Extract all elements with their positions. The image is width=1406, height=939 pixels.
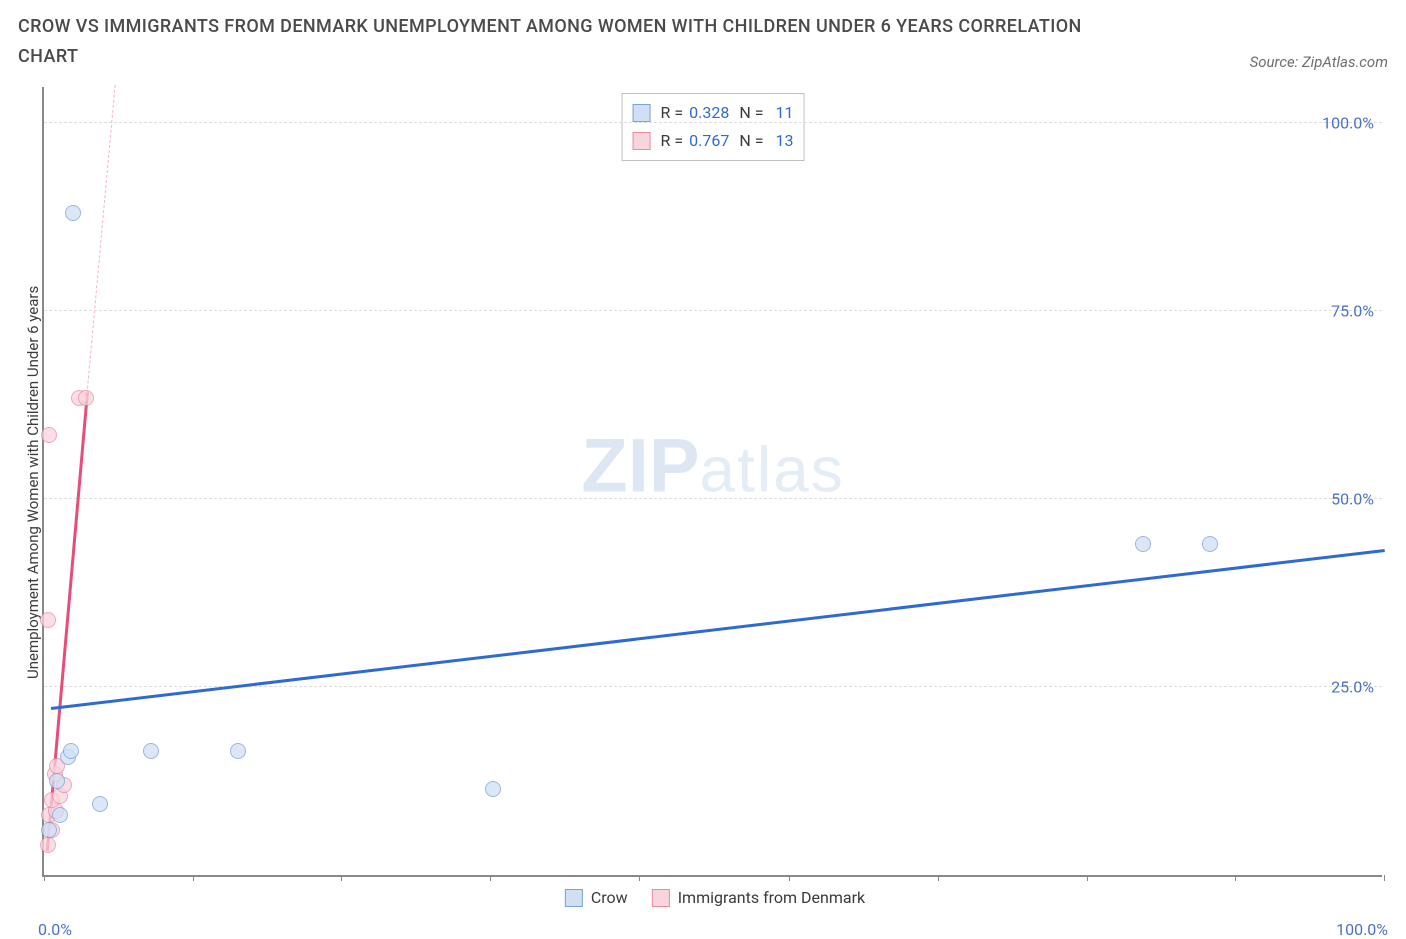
y-tick-label: 50.0% [1331, 490, 1374, 509]
x-tick [639, 875, 640, 881]
source-attribution: Source: ZipAtlas.com [1250, 53, 1388, 71]
y-tick-label: 100.0% [1322, 114, 1374, 133]
data-point-crow [230, 743, 246, 759]
legend-label-crow: Crow [591, 888, 628, 907]
y-axis-label: Unemployment Among Women with Children U… [18, 87, 42, 877]
data-point-crow [65, 205, 81, 221]
watermark: ZIPatlas [581, 422, 844, 509]
trend-line [86, 85, 115, 394]
data-point-crow [485, 781, 501, 797]
legend-stats: R = 0.328 N = 11 R = 0.767 N = 13 [622, 93, 805, 160]
x-tick [1384, 875, 1385, 881]
scatter-plot: ZIPatlas R = 0.328 N = 11 R = 0.767 N = … [42, 87, 1382, 877]
x-tick [789, 875, 790, 881]
gridline [44, 310, 1382, 311]
gridline [44, 498, 1382, 499]
data-point-crow [63, 743, 79, 759]
legend-series: Crow Immigrants from Denmark [565, 888, 865, 907]
data-point-crow [52, 807, 68, 823]
data-point-denmark [40, 612, 56, 628]
data-point-denmark [78, 390, 94, 406]
data-point-crow [143, 743, 159, 759]
x-tick [1235, 875, 1236, 881]
x-tick [938, 875, 939, 881]
x-tick [193, 875, 194, 881]
data-point-denmark [40, 837, 56, 853]
y-tick-label: 75.0% [1331, 302, 1374, 321]
data-point-denmark [41, 427, 57, 443]
data-point-crow [1202, 536, 1218, 552]
data-point-crow [41, 822, 57, 838]
data-point-crow [92, 796, 108, 812]
data-point-crow [1135, 536, 1151, 552]
legend-swatch-crow [565, 889, 583, 907]
legend-swatch-denmark [652, 889, 670, 907]
x-tick [341, 875, 342, 881]
data-point-crow [49, 773, 65, 789]
legend-swatch-denmark [633, 132, 651, 150]
x-tick [44, 875, 45, 881]
chart-title: CROW VS IMMIGRANTS FROM DENMARK UNEMPLOY… [18, 12, 1138, 71]
x-tick [1087, 875, 1088, 881]
y-tick-label: 25.0% [1331, 678, 1374, 697]
legend-swatch-crow [633, 104, 651, 122]
legend-label-denmark: Immigrants from Denmark [678, 888, 865, 907]
gridline [44, 122, 1382, 123]
x-tick [490, 875, 491, 881]
